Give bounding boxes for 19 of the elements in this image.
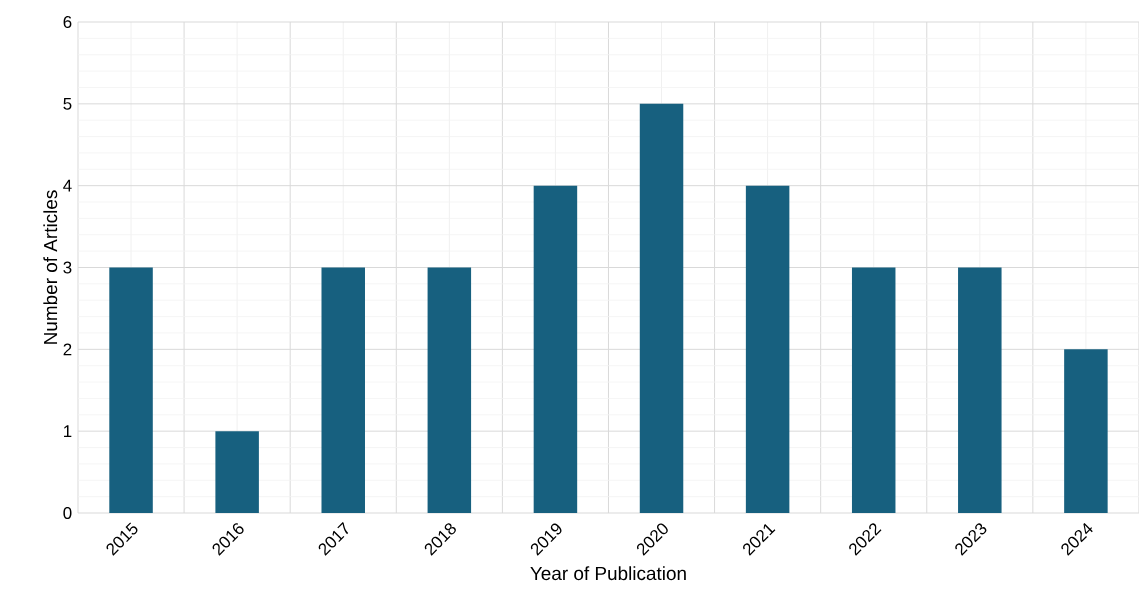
y-tick-label: 2 [63,343,72,356]
y-tick-label: 0 [63,507,72,519]
y-tick-label: 6 [63,16,72,28]
bar [533,185,578,513]
y-tick-label: 5 [63,97,72,110]
bar [427,267,472,513]
y-tick-label: 1 [64,425,72,437]
bar [639,103,684,513]
x-axis-title: Year of Publication [530,566,686,581]
bar [1064,349,1108,513]
bar [321,267,365,513]
bar [958,267,1002,513]
bar [851,267,896,513]
y-tick-label: 4 [63,179,72,192]
y-tick-label: 3 [63,261,72,274]
bar [745,185,790,513]
bar [215,431,259,513]
y-axis-title: Number of Articles [43,190,58,344]
bar [109,267,153,513]
